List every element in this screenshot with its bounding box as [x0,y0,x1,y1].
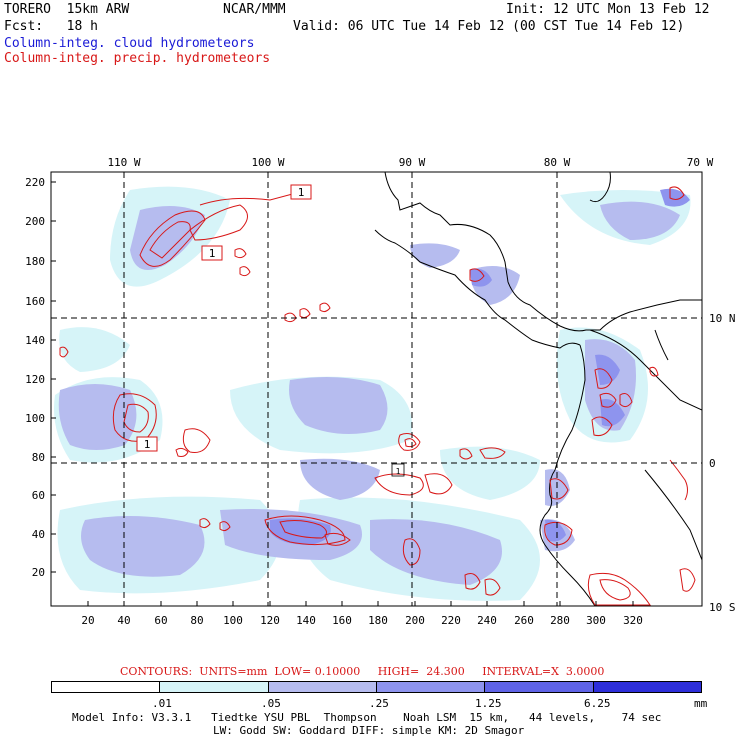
x-tick-label: 120 [260,614,280,627]
colorbar-segment [485,682,594,692]
colorbar-unit: mm [694,697,708,710]
x-tick-label: 80 [190,614,203,627]
init-time: Init: 12 UTC Mon 13 Feb 12 [506,2,710,17]
precip-contours [59,186,696,606]
forecast-hour: Fcst: 18 h [4,19,98,34]
contour-info: CONTOURS: UNITS=mm LOW= 0.10000 HIGH= 24… [120,665,605,678]
lon-label: 70 W [687,156,714,169]
axis-ticks [51,181,634,606]
lat-label: 10 S [709,601,736,614]
x-tick-labels: 20 40 60 80 100 120 140 160 180 200 220 … [81,614,643,627]
map-frame [50,171,703,607]
field-label-precip: Column-integ. precip. hydrometeors [4,51,271,66]
low-marker-label: 1 [209,247,216,260]
x-tick-label: 200 [405,614,425,627]
colorbar-label: .01 [152,697,172,710]
organization-label: NCAR/MMM [223,2,286,17]
model-info-line1: Model Info: V3.3.1 Tiedtke YSU PBL Thomp… [72,711,662,724]
x-tick-label: 300 [586,614,606,627]
y-tick-label: 20 [32,566,45,579]
colorbar-segment [160,682,269,692]
x-tick-label: 220 [441,614,461,627]
y-tick-label: 200 [25,215,45,228]
y-tick-label: 180 [25,255,45,268]
x-tick-label: 320 [623,614,643,627]
colorbar-segment [593,682,701,692]
x-tick-label: 180 [368,614,388,627]
x-tick-label: 20 [81,614,94,627]
x-tick-label: 160 [332,614,352,627]
lat-label: 10 N [709,312,736,325]
x-tick-label: 140 [296,614,316,627]
lon-label: 90 W [399,156,426,169]
valid-time: Valid: 06 UTC Tue 14 Feb 12 (00 CST Tue … [293,19,685,34]
coastlines [374,172,702,606]
colorbar-segment [52,682,161,692]
low-marker-label: 1 [298,186,305,199]
y-tick-label: 220 [25,176,45,189]
colorbar-label: .05 [261,697,281,710]
y-tick-label: 80 [32,451,45,464]
y-tick-label: 160 [25,295,45,308]
colorbar-segment [376,682,486,692]
cloud-shading-layer [54,186,691,601]
x-tick-label: 60 [154,614,167,627]
lon-label: 80 W [544,156,571,169]
y-tick-label: 100 [25,412,45,425]
colorbar-label: 1.25 [475,697,502,710]
x-tick-label: 40 [117,614,130,627]
low-marker-label: 1 [396,467,401,476]
lat-lon-grid [51,172,702,606]
y-tick-label: 60 [32,489,45,502]
low-marker-label: 1 [144,438,151,451]
y-tick-label: 140 [25,334,45,347]
field-label-cloud: Column-integ. cloud hydrometeors [4,36,255,51]
lon-label: 110 W [107,156,140,169]
lon-label: 100 W [251,156,284,169]
longitude-labels: 110 W 100 W 90 W 80 W 70 W [107,156,713,169]
colorbar-label: 6.25 [584,697,611,710]
model-title: TORERO 15km ARW [4,2,130,17]
latitude-labels: 10 N 0 10 S [709,312,736,614]
y-tick-labels: 20 40 60 80 100 120 140 160 180 200 220 [25,176,45,579]
x-tick-label: 240 [477,614,497,627]
y-tick-label: 120 [25,373,45,386]
low-markers: 1 1 1 1 [136,184,405,477]
colorbar-segment [268,682,377,692]
x-tick-label: 260 [514,614,534,627]
colorbar [51,681,702,693]
x-tick-label: 100 [223,614,243,627]
colorbar-label: .25 [369,697,389,710]
x-tick-label: 280 [550,614,570,627]
y-tick-label: 40 [32,528,45,541]
lat-label: 0 [709,457,716,470]
model-info-line2: LW: Godd SW: Goddard DIFF: simple KM: 2D… [213,724,525,737]
